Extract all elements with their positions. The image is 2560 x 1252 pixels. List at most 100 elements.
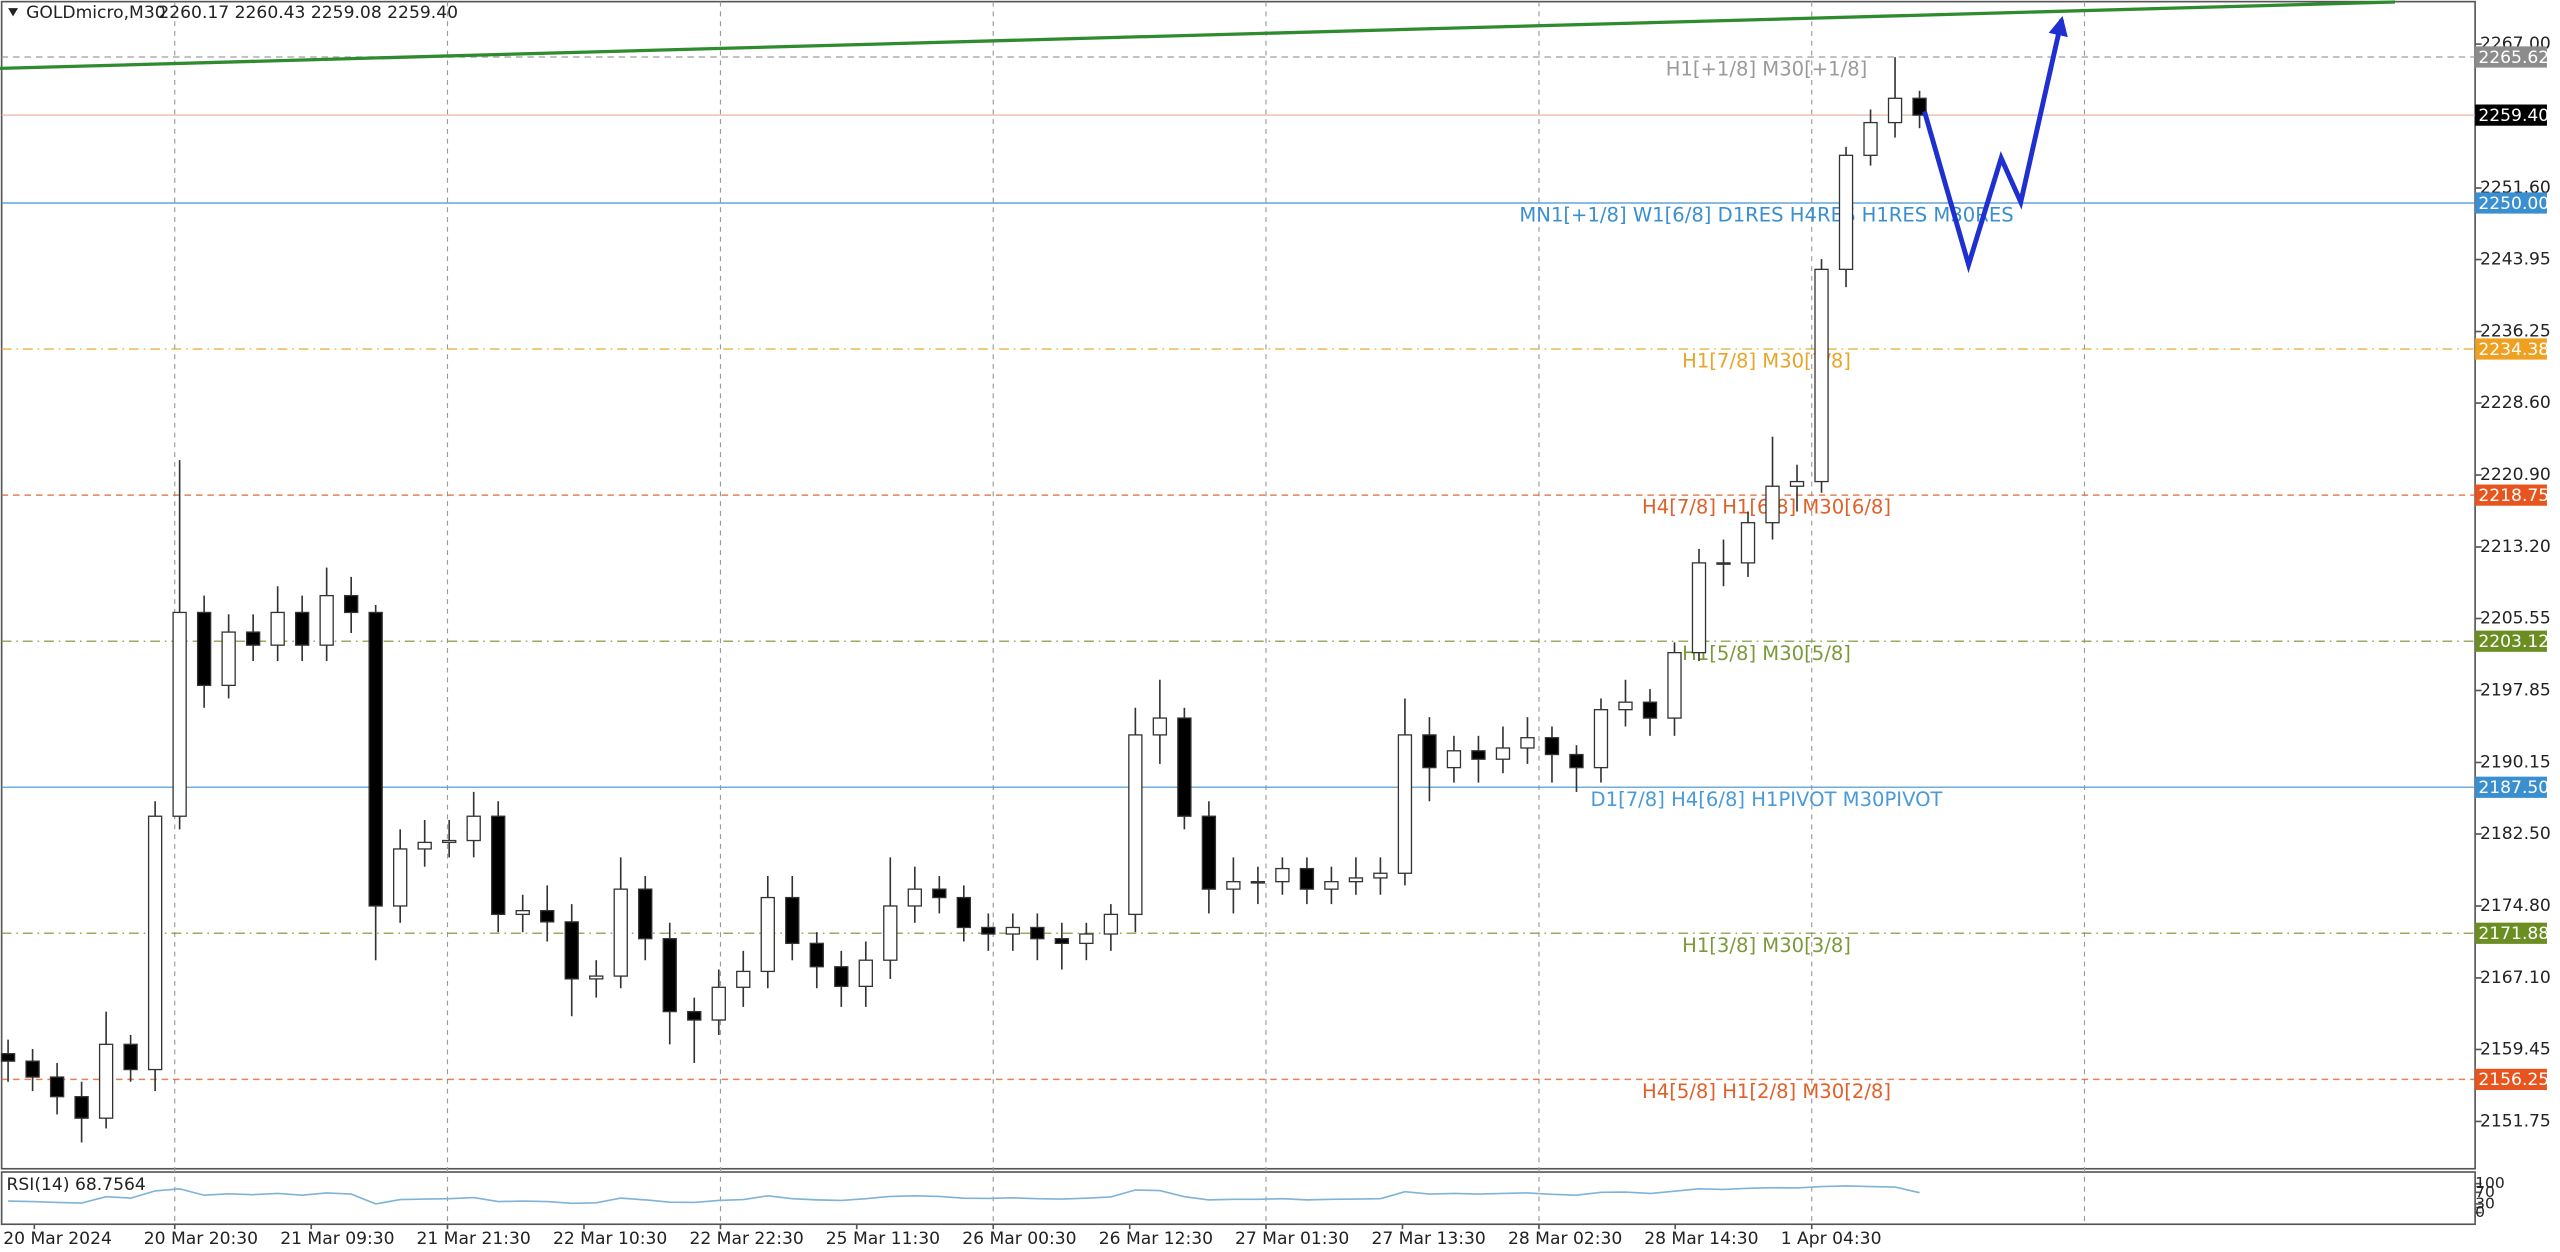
rsi-tick-label: 30 — [2475, 1194, 2495, 1212]
candle-body — [1152, 717, 1168, 736]
candle-body — [1618, 701, 1633, 711]
menu-triangle — [8, 8, 18, 17]
forecast-path — [1922, 15, 2068, 274]
level-text: H1[7/8] M30[7/8] — [1682, 350, 1851, 373]
rsi-tick-label: 100 — [2475, 1174, 2505, 1192]
x-tick-label: 26 Mar 00:30 — [962, 1229, 1076, 1249]
level-box — [2475, 46, 2547, 68]
candle-body — [1299, 867, 1315, 890]
candle-body — [809, 942, 824, 968]
candle-body — [98, 1043, 114, 1119]
level-box-label: 2171.88 — [2478, 924, 2549, 944]
candle-body — [1275, 867, 1290, 883]
x-tick-label: 28 Mar 02:30 — [1508, 1229, 1622, 1249]
candle-body — [270, 611, 285, 646]
candle-body — [1250, 881, 1266, 884]
level-box-label: 2218.75 — [2478, 486, 2549, 506]
candle-body — [123, 1043, 138, 1071]
candle-body — [1348, 877, 1364, 883]
rsi-line — [8, 1185, 1920, 1205]
candle-body — [1740, 522, 1756, 564]
candle-body — [907, 888, 922, 907]
candle-body — [613, 888, 628, 977]
candle-body — [687, 1010, 702, 1021]
candle-body — [1691, 562, 1707, 654]
x-tick-label: 27 Mar 01:30 — [1235, 1229, 1349, 1249]
candle-body — [662, 938, 677, 1013]
candle-body — [0, 1053, 16, 1062]
candle-body — [785, 896, 800, 945]
x-tick-label: 25 Mar 11:30 — [826, 1229, 940, 1249]
y-tick-label: 2220.90 — [2480, 465, 2551, 485]
level-text: H1[3/8] M30[3/8] — [1682, 934, 1851, 957]
candle-body — [736, 970, 751, 988]
x-tick-label: 22 Mar 10:30 — [553, 1229, 667, 1249]
y-tick-label: 2159.45 — [2480, 1039, 2551, 1059]
level-box — [2475, 338, 2547, 360]
candle-body — [442, 839, 457, 844]
candle-body — [1397, 734, 1413, 874]
candle-body — [1838, 154, 1854, 271]
y-tick-label: 2213.20 — [2480, 537, 2551, 557]
level-text: MN1[+1/8] W1[6/8] D1RES H4RES H1RES M30R… — [1519, 204, 2013, 227]
level-box-label: 2156.25 — [2478, 1070, 2549, 1090]
candle-body — [1030, 926, 1045, 940]
x-tick-label: 1 Apr 04:30 — [1781, 1229, 1882, 1249]
y-tick-label: 2190.15 — [2480, 752, 2551, 772]
level-box-label: 2265.62 — [2478, 48, 2549, 68]
rsi-tick-label: 0 — [2475, 1203, 2485, 1221]
candle-body — [1128, 734, 1143, 916]
candle-body — [25, 1060, 40, 1078]
level-text: D1[7/8] H4[6/8] H1PIVOT M30PIVOT — [1591, 788, 1944, 811]
candle-body — [1177, 717, 1192, 817]
candle-body — [1201, 815, 1217, 890]
candle-body — [1716, 562, 1731, 565]
quote: 2260.17 2260.43 2259.08 2259.40 — [158, 3, 458, 23]
candle-body — [1789, 480, 1805, 487]
candle-body — [589, 975, 604, 980]
level-box-label: 2187.50 — [2478, 778, 2549, 798]
main-frame — [0, 0, 2476, 1170]
candle-body — [858, 959, 873, 988]
x-tick-label: 21 Mar 21:30 — [416, 1229, 530, 1249]
level-box — [2475, 1068, 2547, 1090]
level-box — [2475, 192, 2547, 214]
candle-body — [540, 909, 555, 923]
candle-body — [1446, 750, 1462, 769]
y-tick-label: 2151.75 — [2480, 1111, 2551, 1131]
candle-body — [760, 896, 775, 973]
x-tick-label: 28 Mar 14:30 — [1644, 1229, 1758, 1249]
level-text: H1[+1/8] M30[+1/8] — [1666, 58, 1868, 81]
candle-body — [1667, 651, 1682, 719]
candle-body — [1887, 97, 1903, 124]
candle-body — [1471, 750, 1486, 760]
y-tick-label: 2197.85 — [2480, 680, 2551, 700]
level-text: H1[5/8] M30[5/8] — [1682, 642, 1851, 665]
trendline — [0, 0, 2396, 71]
rsi-frame — [0, 1171, 2476, 1226]
candle-body — [1373, 872, 1388, 879]
candle-body — [1593, 709, 1609, 769]
candle-body — [221, 631, 236, 687]
candle-body — [1544, 737, 1560, 756]
y-tick-label: 2205.55 — [2480, 609, 2551, 629]
candle-body — [956, 896, 972, 929]
candle-body — [172, 611, 187, 817]
candle-body — [74, 1096, 89, 1119]
rsi-tick-label: 70 — [2475, 1183, 2495, 1201]
candle-body — [1054, 938, 1070, 945]
candle-body — [932, 888, 947, 899]
candle-body — [49, 1076, 65, 1098]
candle-body — [1422, 734, 1437, 769]
level-box-label: 2203.12 — [2478, 632, 2549, 652]
level-box-label: 2259.40 — [2478, 106, 2549, 126]
candle-body — [883, 905, 898, 961]
candle-body — [638, 888, 653, 940]
candle-body — [1642, 701, 1658, 719]
x-tick-label: 21 Mar 09:30 — [280, 1229, 394, 1249]
candle-body — [343, 594, 359, 614]
level-box — [2475, 776, 2547, 798]
candle-body — [1005, 926, 1021, 935]
level-box — [2475, 630, 2547, 652]
